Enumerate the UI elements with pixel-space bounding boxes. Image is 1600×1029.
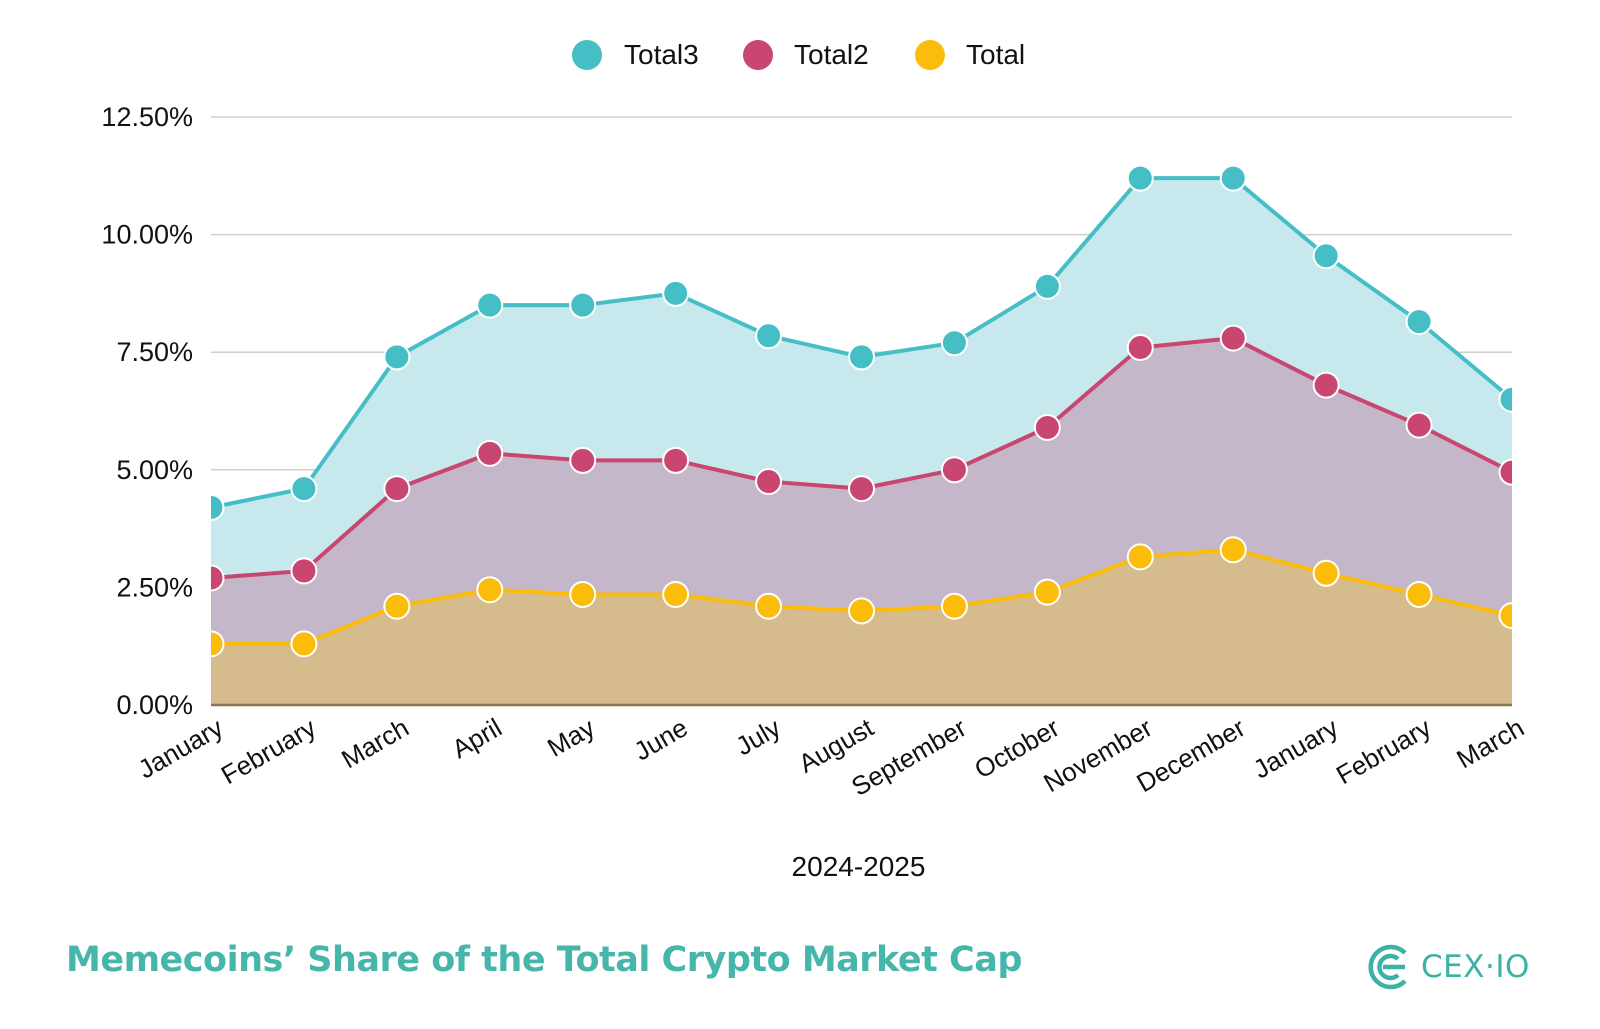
point-total3-3 — [476, 291, 504, 319]
point-total-13 — [1405, 580, 1433, 608]
y-tick-label-4: 10.00% — [101, 220, 193, 250]
logo-text: CEX·IO — [1421, 949, 1530, 985]
legend-label-total: Total — [966, 39, 1025, 70]
point-total2-10 — [1126, 333, 1154, 361]
point-total2-3 — [476, 439, 504, 467]
x-tick-label-3: April — [447, 712, 507, 764]
y-tick-label-0: 0.00% — [116, 690, 193, 720]
x-tick-label-14: March — [1451, 712, 1529, 774]
point-total2-5 — [662, 446, 690, 474]
y-tick-label-1: 2.50% — [116, 572, 193, 602]
point-total3-4 — [569, 291, 597, 319]
point-total3-0 — [211, 493, 225, 521]
legend-marker-total2 — [743, 40, 773, 70]
y-tick-label-5: 12.50% — [101, 102, 193, 132]
point-total-0 — [211, 630, 225, 658]
lines-group — [211, 164, 1512, 658]
point-total2-11 — [1219, 324, 1247, 352]
area-total — [211, 549, 1512, 705]
x-tick-label-13: February — [1331, 712, 1436, 790]
legend-label-total2: Total2 — [794, 39, 869, 70]
point-total2-1 — [290, 557, 318, 585]
point-total-1 — [290, 630, 318, 658]
point-total2-14 — [1498, 458, 1512, 486]
x-tick-label-5: June — [629, 712, 693, 766]
point-total2-4 — [569, 446, 597, 474]
point-total3-10 — [1126, 164, 1154, 192]
y-tick-label-2: 5.00% — [116, 455, 193, 485]
point-total-3 — [476, 576, 504, 604]
point-total3-2 — [383, 343, 411, 371]
x-axis-title: 2024-2025 — [792, 851, 926, 882]
point-total-7 — [848, 597, 875, 625]
point-total-4 — [569, 580, 597, 608]
x-tick-label-4: May — [542, 712, 600, 763]
cex-logo-icon — [1368, 944, 1407, 990]
point-total-14 — [1498, 602, 1512, 630]
cex-io-logo: CEX·IO — [1365, 943, 1530, 991]
x-tick-label-2: March — [336, 712, 414, 774]
point-total2-6 — [755, 468, 783, 496]
y-tick-label-3: 7.50% — [116, 337, 193, 367]
point-total2-13 — [1405, 411, 1433, 439]
point-total-11 — [1219, 536, 1247, 564]
point-total3-5 — [662, 279, 690, 307]
point-total3-1 — [290, 475, 318, 503]
point-total-9 — [1033, 578, 1061, 606]
areas-group — [211, 178, 1512, 706]
point-total-5 — [662, 580, 690, 608]
point-total2-8 — [940, 456, 968, 484]
point-total3-7 — [848, 343, 875, 371]
point-total-12 — [1312, 559, 1340, 587]
point-total-2 — [383, 592, 411, 620]
point-total2-9 — [1033, 413, 1061, 441]
x-tick-label-12: January — [1248, 712, 1343, 784]
point-total3-11 — [1219, 164, 1247, 192]
x-tick-label-0: January — [133, 712, 228, 784]
point-total2-12 — [1312, 371, 1340, 399]
chart: 0.00%2.50%5.00%7.50%10.00%12.50%JanuaryF… — [101, 39, 1529, 882]
point-total3-8 — [940, 329, 968, 357]
point-total2-7 — [848, 475, 875, 503]
point-total2-2 — [383, 475, 411, 503]
point-total3-13 — [1405, 308, 1433, 336]
point-total3-6 — [755, 322, 783, 350]
legend-marker-total — [915, 40, 945, 70]
point-total-6 — [755, 592, 783, 620]
point-total2-0 — [211, 564, 225, 592]
point-total-8 — [940, 592, 968, 620]
point-total3-9 — [1033, 272, 1061, 300]
point-total3-14 — [1498, 385, 1512, 413]
legend-label-total3: Total3 — [624, 39, 699, 70]
point-total-10 — [1126, 543, 1154, 571]
chart-footer-title: Memecoins’ Share of the Total Crypto Mar… — [66, 940, 1022, 980]
legend-marker-total3 — [572, 40, 602, 70]
x-tick-label-6: July — [731, 712, 786, 761]
x-tick-label-1: February — [216, 712, 321, 790]
point-total3-12 — [1312, 242, 1340, 270]
